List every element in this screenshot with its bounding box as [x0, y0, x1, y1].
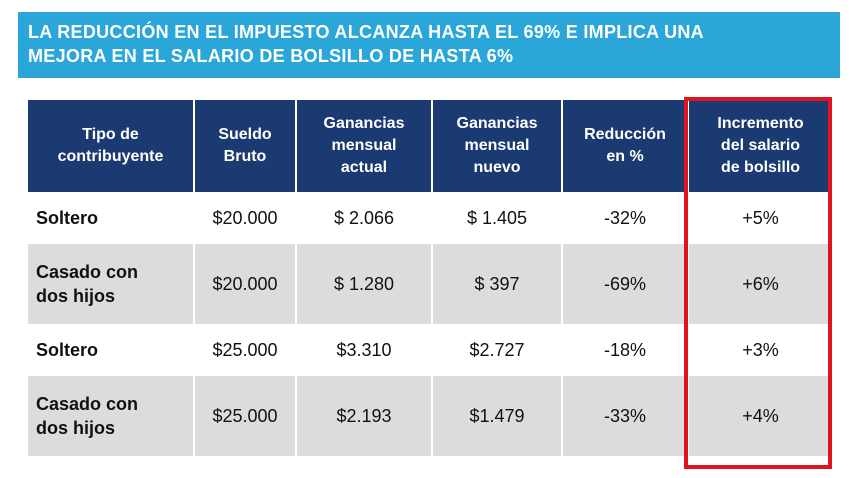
- headline-line-1: LA REDUCCIÓN EN EL IMPUESTO ALCANZA HAST…: [28, 22, 704, 42]
- header-ganancias-nuevo: Ganancias mensual nuevo: [432, 100, 563, 192]
- cell-incremento: +5%: [688, 192, 832, 244]
- cell-incremento: +3%: [688, 324, 832, 376]
- cell-nuevo: $1.479: [432, 376, 563, 456]
- cell-sueldo: $25.000: [194, 376, 297, 456]
- cell-tipo: Casado con dos hijos: [28, 376, 195, 456]
- cell-sueldo: $20.000: [194, 192, 297, 244]
- cell-tipo: Casado con dos hijos: [28, 244, 195, 324]
- cell-actual: $ 2.066: [296, 192, 433, 244]
- header-sueldo-bruto: Sueldo Bruto: [194, 100, 297, 192]
- title-banner: [18, 12, 840, 78]
- cell-sueldo: $25.000: [194, 324, 297, 376]
- headline: LA REDUCCIÓN EN EL IMPUESTO ALCANZA HAST…: [28, 20, 828, 68]
- table-row: Casado con dos hijos $25.000 $2.193 $1.47…: [28, 376, 832, 456]
- tax-comparison-table: Tipo de contribuyente Sueldo Bruto Gananci…: [28, 100, 832, 456]
- cell-actual: $ 1.280: [296, 244, 433, 324]
- cell-tipo: Soltero: [28, 192, 195, 244]
- cell-nuevo: $2.727: [432, 324, 563, 376]
- cell-incremento: +4%: [688, 376, 832, 456]
- cell-reduccion: -32%: [562, 192, 689, 244]
- table-row: Soltero $25.000 $3.310 $2.727 -18% +3%: [28, 324, 832, 376]
- headline-line-2: MEJORA EN EL SALARIO DE BOLSILLO DE HAST…: [28, 46, 514, 66]
- cell-actual: $3.310: [296, 324, 433, 376]
- table-header-row: Tipo de contribuyente Sueldo Bruto Gananci…: [28, 100, 832, 192]
- cell-incremento: +6%: [688, 244, 832, 324]
- header-reduccion: Reducción en %: [562, 100, 689, 192]
- cell-nuevo: $ 1.405: [432, 192, 563, 244]
- cell-reduccion: -33%: [562, 376, 689, 456]
- cell-reduccion: -69%: [562, 244, 689, 324]
- cell-nuevo: $ 397: [432, 244, 563, 324]
- cell-tipo: Soltero: [28, 324, 195, 376]
- header-tipo-contribuyente: Tipo de contribuyente: [28, 100, 195, 192]
- table-row: Casado con dos hijos $20.000 $ 1.280 $ 39…: [28, 244, 832, 324]
- cell-reduccion: -18%: [562, 324, 689, 376]
- header-incremento: Incremento del salario de bolsillo: [688, 100, 832, 192]
- table-row: Soltero $20.000 $ 2.066 $ 1.405 -32% +5%: [28, 192, 832, 244]
- header-ganancias-actual: Ganancias mensual actual: [296, 100, 433, 192]
- cell-sueldo: $20.000: [194, 244, 297, 324]
- cell-actual: $2.193: [296, 376, 433, 456]
